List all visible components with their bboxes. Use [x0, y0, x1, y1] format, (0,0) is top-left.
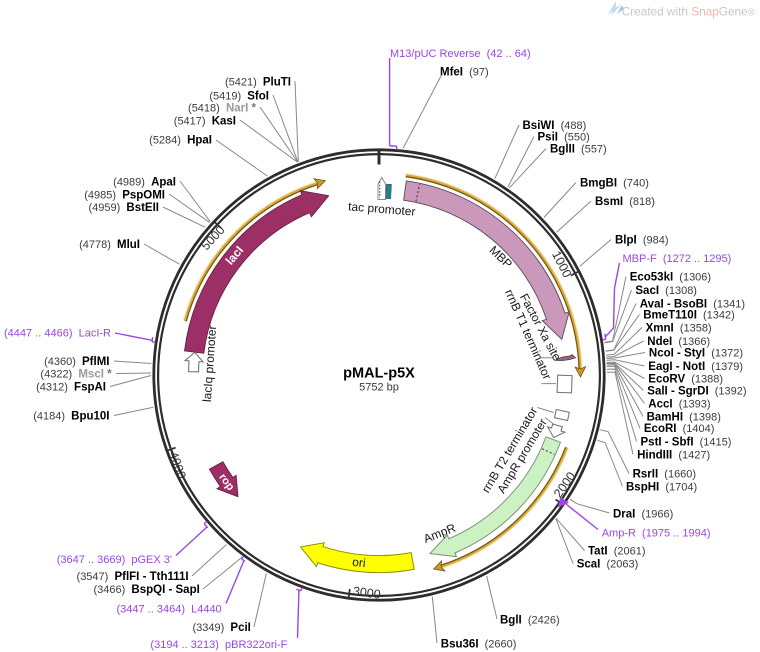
- svg-text:(4322) MscI *: (4322) MscI *: [40, 369, 112, 381]
- svg-text:(3466) BspQI - SapI: (3466) BspQI - SapI: [94, 584, 200, 596]
- svg-text:Bsu36I (2660): Bsu36I (2660): [441, 639, 517, 651]
- svg-text:(4447 .. 4466) LacI-R: (4447 .. 4466) LacI-R: [4, 328, 111, 340]
- svg-text:BmgBI (740): BmgBI (740): [580, 178, 649, 190]
- svg-text:SacI (1308): SacI (1308): [635, 285, 697, 297]
- svg-text:(3194 .. 3213) pBR322ori-F: (3194 .. 3213) pBR322ori-F: [150, 639, 287, 651]
- svg-text:(5284) HpaI: (5284) HpaI: [149, 135, 212, 147]
- svg-text:BamHI (1398): BamHI (1398): [647, 411, 721, 423]
- svg-text:(4989) ApaI: (4989) ApaI: [113, 177, 176, 189]
- svg-text:EcoRI (1404): EcoRI (1404): [644, 423, 715, 435]
- svg-text:(4312) FspAI: (4312) FspAI: [36, 382, 106, 394]
- svg-text:(3647 .. 3669) pGEX 3': (3647 .. 3669) pGEX 3': [57, 554, 172, 566]
- svg-text:5752 bp: 5752 bp: [359, 382, 399, 394]
- svg-text:(5419) SfoI: (5419) SfoI: [209, 91, 269, 103]
- svg-text:AccI (1393): AccI (1393): [648, 399, 710, 411]
- svg-text:(3547) PflFI - Tth111I: (3547) PflFI - Tth111I: [77, 571, 189, 583]
- svg-text:NdeI (1366): NdeI (1366): [647, 336, 710, 348]
- svg-text:tac promoter: tac promoter: [348, 199, 416, 218]
- svg-text:PstI - SbfI (1415): PstI - SbfI (1415): [641, 436, 732, 448]
- svg-text:(4184) Bpu10I: (4184) Bpu10I: [33, 411, 109, 423]
- svg-text:BsiWI (488): BsiWI (488): [523, 120, 587, 132]
- svg-text:(4985) PspOMI: (4985) PspOMI: [84, 190, 165, 202]
- svg-text:pMAL-p5X: pMAL-p5X: [343, 366, 415, 382]
- svg-text:EcoRV (1388): EcoRV (1388): [648, 374, 723, 386]
- svg-text:(5418) NarI *: (5418) NarI *: [188, 103, 256, 115]
- svg-text:PsiI (550): PsiI (550): [538, 132, 590, 144]
- svg-text:(3447 .. 3464) L4440: (3447 .. 3464) L4440: [116, 604, 221, 616]
- svg-text:BglI (2426): BglI (2426): [500, 615, 560, 627]
- svg-text:lacIq promoter: lacIq promoter: [200, 325, 219, 402]
- svg-text:BspHI (1704): BspHI (1704): [626, 482, 697, 494]
- svg-text:(3349) PciI: (3349) PciI: [193, 622, 251, 634]
- svg-text:M13/pUC Reverse (42 .. 64): M13/pUC Reverse (42 .. 64): [390, 48, 531, 60]
- svg-text:NcoI - StyI (1372): NcoI - StyI (1372): [649, 347, 743, 359]
- svg-text:BlpI (984): BlpI (984): [615, 235, 669, 247]
- svg-text:EagI - NotI (1379): EagI - NotI (1379): [648, 361, 743, 373]
- svg-text:(5421) PluTI: (5421) PluTI: [225, 77, 291, 89]
- svg-text:Created with SnapGene®: Created with SnapGene®: [622, 5, 756, 19]
- svg-text:(4778) MluI: (4778) MluI: [79, 239, 140, 251]
- svg-text:(5417) KasI: (5417) KasI: [174, 116, 236, 128]
- svg-text:(4959) BstEII: (4959) BstEII: [88, 202, 159, 214]
- svg-text:ori: ori: [352, 555, 367, 570]
- svg-text:Eco53kI (1306): Eco53kI (1306): [630, 271, 711, 283]
- svg-text:HindIII (1427): HindIII (1427): [637, 450, 710, 462]
- svg-text:TatI (2061): TatI (2061): [588, 545, 646, 557]
- svg-text:ScaI (2063): ScaI (2063): [577, 558, 639, 570]
- svg-text:XmnI (1358): XmnI (1358): [646, 323, 712, 335]
- svg-text:BsmI (818): BsmI (818): [595, 196, 655, 208]
- svg-text:BmeT110I (1342): BmeT110I (1342): [643, 310, 735, 322]
- svg-text:MBP-F (1272 .. 1295): MBP-F (1272 .. 1295): [623, 253, 732, 265]
- svg-text:3000: 3000: [352, 584, 381, 602]
- svg-text:SalI - SgrDI (1392): SalI - SgrDI (1392): [647, 386, 746, 398]
- svg-text:DraI (1966): DraI (1966): [613, 508, 673, 520]
- svg-text:RsrII (1660): RsrII (1660): [633, 469, 697, 481]
- svg-text:Amp-R (1975 .. 1994): Amp-R (1975 .. 1994): [602, 528, 711, 540]
- svg-text:MfeI (97): MfeI (97): [440, 67, 489, 79]
- svg-text:(4360) PflMI: (4360) PflMI: [44, 356, 109, 368]
- svg-text:AvaI - BsoBI (1341): AvaI - BsoBI (1341): [640, 298, 745, 310]
- svg-text:BglII (557): BglII (557): [550, 144, 607, 156]
